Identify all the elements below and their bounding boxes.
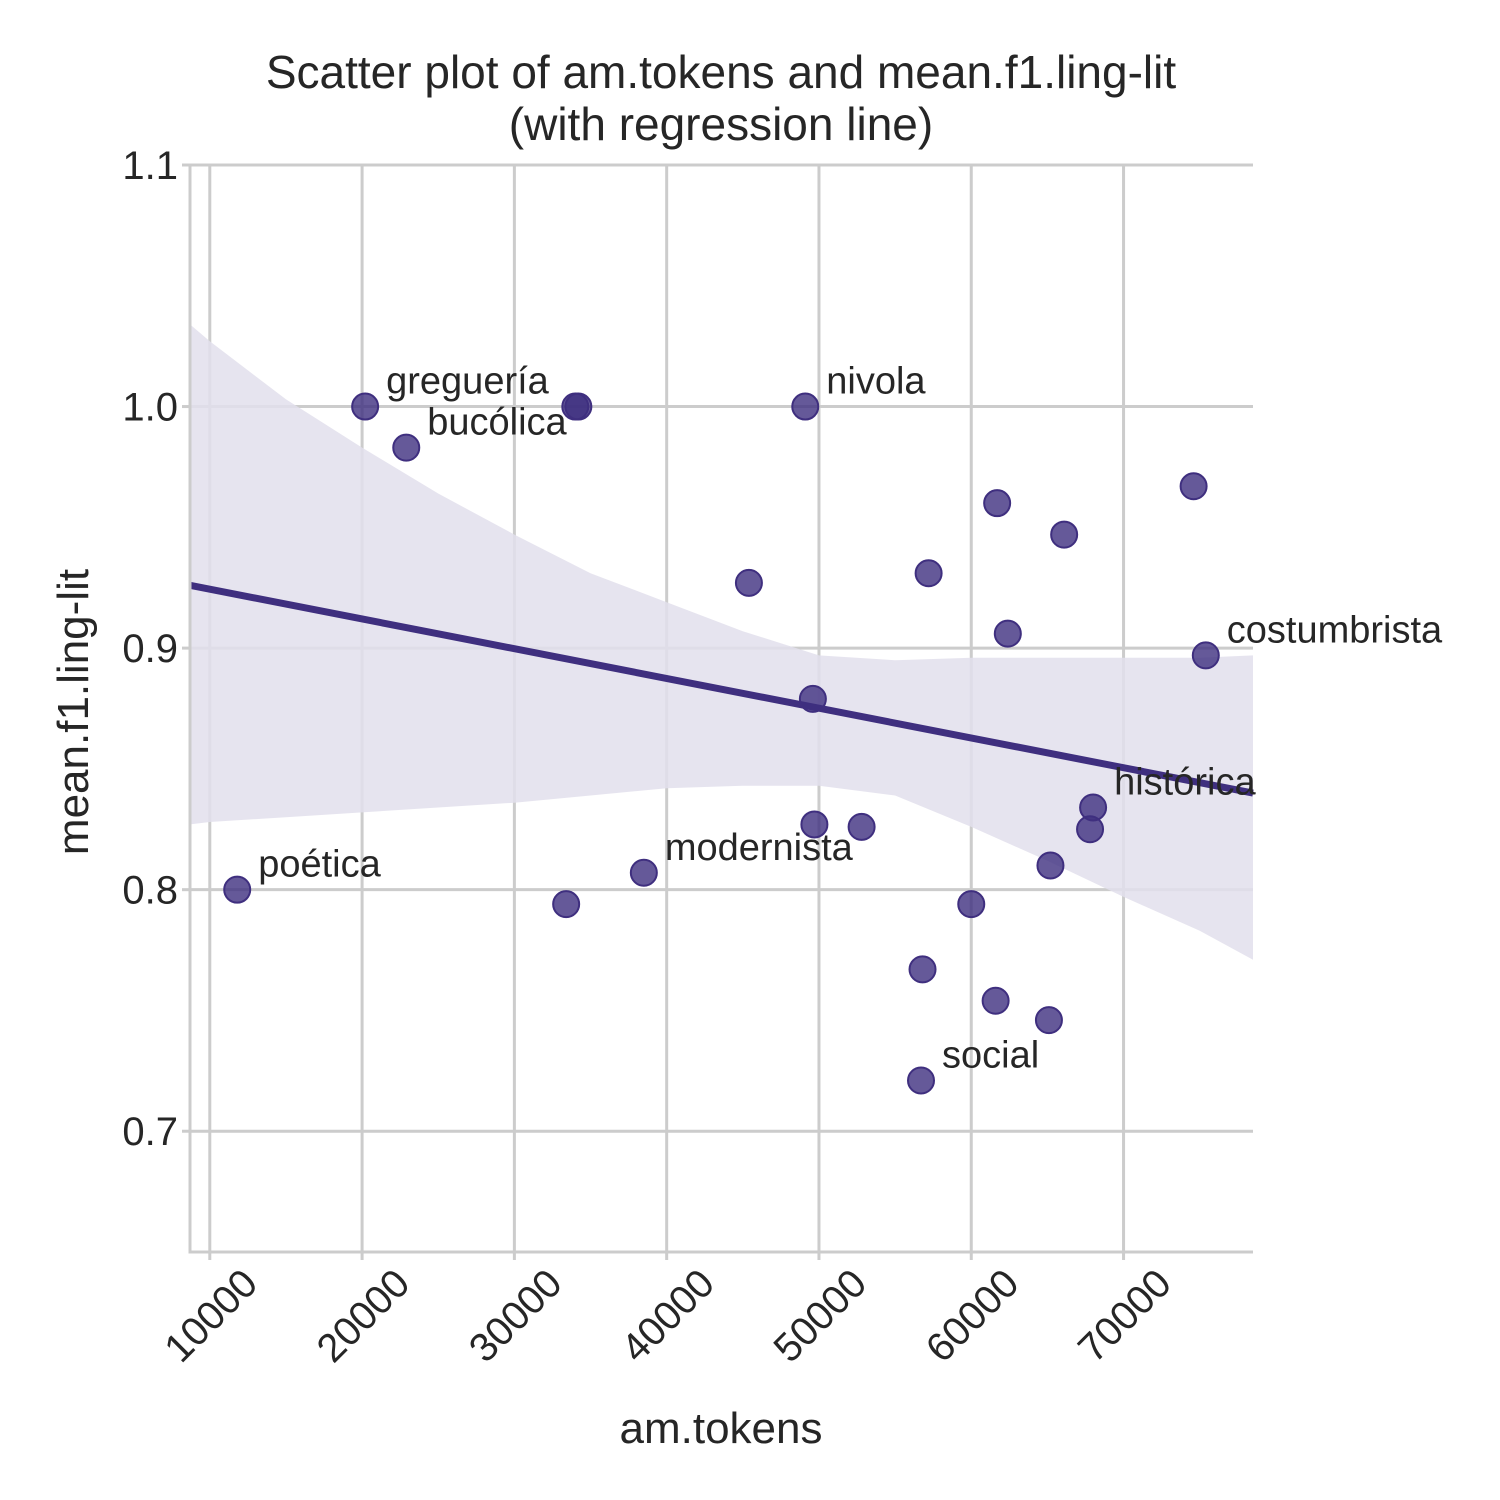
data-point: [993, 619, 1022, 648]
chart-subtitle: (with regression line): [509, 98, 933, 150]
regression-line: [189, 581, 1254, 797]
data-point: [981, 986, 1010, 1015]
data-point: [1050, 520, 1079, 549]
x-tick-label: 60000: [918, 1261, 1028, 1371]
data-point: [1079, 793, 1108, 822]
data-point: [629, 858, 658, 887]
data-point: [734, 568, 763, 597]
x-axis-label: am.tokens: [620, 1404, 823, 1453]
y-axis-label: mean.f1.ling-lit: [49, 569, 98, 855]
data-point: [983, 489, 1012, 518]
point-label: social: [942, 1034, 1039, 1076]
x-tick-label: 20000: [309, 1261, 419, 1371]
data-point: [907, 1066, 936, 1095]
x-tick-label: 50000: [765, 1261, 875, 1371]
data-point: [1034, 1006, 1063, 1035]
data-point: [908, 955, 937, 984]
y-tick-label: 0.9: [122, 627, 178, 671]
data-point: [392, 433, 421, 462]
y-tick-label: 1.0: [122, 386, 178, 430]
axes: [182, 163, 1253, 1260]
point-label: nivola: [826, 361, 926, 403]
data-point: [957, 890, 986, 919]
point-label: bucólica: [427, 402, 567, 444]
confidence-band: [190, 324, 1253, 960]
data-point: [791, 392, 820, 421]
point-label: histórica: [1114, 762, 1256, 804]
point-label: modernista: [665, 827, 854, 869]
data-point: [1179, 472, 1208, 501]
data-point: [1191, 641, 1220, 670]
point-label: costumbrista: [1227, 609, 1443, 651]
data-point: [351, 392, 380, 421]
data-point: [552, 890, 581, 919]
y-tick-label: 0.7: [122, 1110, 178, 1154]
data-point: [800, 810, 829, 839]
x-tick-label: 70000: [1070, 1261, 1180, 1371]
chart-title: Scatter plot of am.tokens and mean.f1.li…: [266, 46, 1176, 98]
data-points: [223, 392, 1220, 1095]
point-label: greguería: [386, 361, 550, 403]
data-point: [1036, 851, 1065, 880]
regression-line-group: [189, 581, 1254, 797]
data-point: [798, 684, 827, 713]
y-tick-label: 1.1: [122, 144, 178, 188]
confidence-band-area: [190, 324, 1253, 960]
x-tick-label: 40000: [613, 1261, 723, 1371]
data-point: [914, 559, 943, 588]
y-tick-label: 0.8: [122, 869, 178, 913]
x-tick-label: 10000: [156, 1261, 266, 1371]
data-point: [847, 812, 876, 841]
point-label: poética: [258, 844, 381, 886]
x-tick-label: 30000: [461, 1261, 571, 1371]
data-point: [223, 875, 252, 904]
data-point: [564, 392, 593, 421]
